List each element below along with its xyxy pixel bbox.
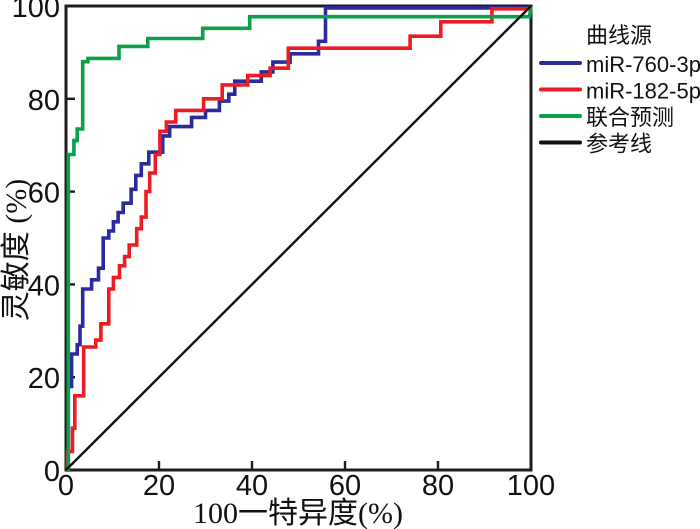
legend-title: 曲线源 [586, 23, 652, 48]
roc-curves [65, 4, 533, 472]
x-tick-label: 20 [143, 470, 175, 502]
y-tick-label: 100 [12, 0, 60, 24]
reference-line [65, 5, 532, 471]
x-axis-title: 100一特异度(%) [193, 497, 403, 529]
y-tick-label: 0 [44, 456, 60, 488]
x-tick-label: 0 [58, 470, 74, 502]
legend-label-miR-182-5p: miR-182-5p [586, 79, 700, 104]
y-axis-title: 灵敏度 (%) [0, 179, 33, 321]
legend-label-miR-760-3p: miR-760-3p [586, 52, 700, 77]
legend-label-参考线: 参考线 [586, 132, 652, 157]
roc-curve-联合预测 [66, 5, 533, 472]
x-axis-ticks: 0 20 40 60 80 100 [58, 461, 555, 502]
x-tick-label: 60 [329, 470, 361, 502]
y-tick-label: 80 [28, 85, 60, 117]
x-tick-label: 80 [422, 470, 454, 502]
x-tick-label: 100 [507, 470, 555, 502]
roc-curve-miR-182-5p [65, 4, 533, 472]
y-tick-label: 60 [28, 178, 60, 210]
y-tick-label: 20 [28, 363, 60, 395]
y-tick-label: 40 [28, 270, 60, 302]
plot-frame [64, 4, 533, 472]
legend-label-联合预测: 联合预测 [586, 105, 674, 130]
y-axis-ticks: 0 20 40 60 80 100 [12, 0, 75, 488]
roc-curve-miR-760-3p [66, 4, 533, 472]
x-tick-label: 40 [236, 470, 268, 502]
